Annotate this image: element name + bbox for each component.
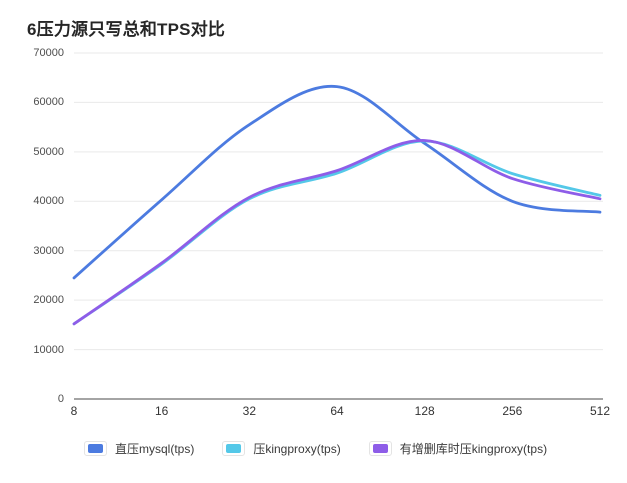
- series-line-直压mysql(tps): [72, 84, 602, 280]
- legend-swatch-icon: [84, 441, 107, 456]
- legend-item[interactable]: 压kingproxy(tps): [222, 440, 341, 457]
- legend-label: 直压mysql(tps): [115, 442, 195, 456]
- legend-label: 有增删库时压kingproxy(tps): [399, 442, 548, 456]
- y-tick-label: 60000: [33, 96, 64, 109]
- legend-color-fill: [372, 444, 388, 453]
- y-tick-label: 20000: [33, 294, 64, 307]
- series-line-压kingproxy(tps): [72, 139, 602, 326]
- x-tick-label: 512: [589, 404, 611, 418]
- x-tick-label: 256: [502, 404, 523, 418]
- legend-color-fill: [88, 444, 103, 453]
- chart-title: 6压力源只写总和TPS对比: [27, 20, 226, 39]
- x-tick-label: 32: [242, 404, 257, 418]
- y-tick-label: 70000: [33, 47, 64, 59]
- legend: 直压mysql(tps) 压kingproxy(tps) 有增删库时压kingpro…: [84, 440, 547, 457]
- y-tick-label: 0: [57, 393, 64, 405]
- legend-item[interactable]: 有增删库时压kingproxy(tps): [368, 440, 548, 457]
- legend-swatch-icon: [368, 441, 392, 456]
- legend-label: 压kingproxy(tps): [253, 442, 341, 456]
- x-tick-label: 8: [70, 404, 78, 418]
- series-line-有增删库时压kingproxy(tps): [72, 139, 602, 326]
- y-tick-label: 50000: [33, 145, 64, 158]
- y-tick-label: 30000: [33, 244, 64, 257]
- y-tick-label: 40000: [33, 195, 64, 208]
- legend-item[interactable]: 直压mysql(tps): [84, 440, 194, 457]
- x-tick-label: 64: [330, 404, 344, 418]
- x-tick-label: 16: [154, 404, 169, 418]
- x-tick-label: 128: [414, 404, 435, 418]
- legend-color-fill: [226, 444, 242, 453]
- legend-swatch-icon: [222, 441, 246, 456]
- y-tick-label: 10000: [33, 343, 64, 356]
